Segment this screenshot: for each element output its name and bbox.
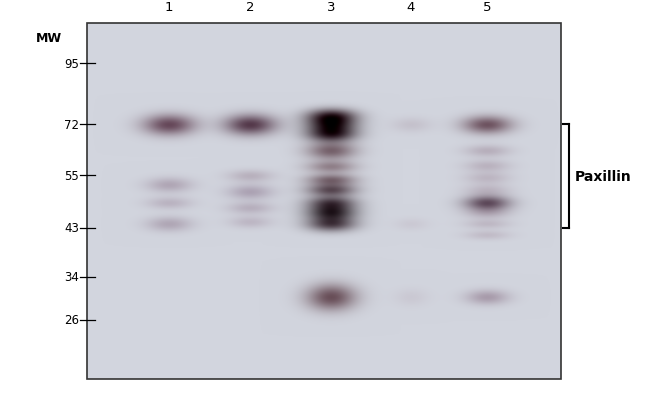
Text: 2: 2 <box>246 1 254 14</box>
Bar <box>87 24 561 379</box>
Text: MW: MW <box>36 32 62 45</box>
Text: 72: 72 <box>64 119 79 131</box>
Text: 43: 43 <box>64 222 79 234</box>
Text: 95: 95 <box>64 58 79 70</box>
Text: 3: 3 <box>327 1 335 14</box>
Text: 26: 26 <box>64 314 79 326</box>
Text: 5: 5 <box>483 1 491 14</box>
Text: 55: 55 <box>64 169 79 182</box>
Text: 1: 1 <box>164 1 174 14</box>
Text: 4: 4 <box>407 1 415 14</box>
Text: 34: 34 <box>64 270 79 283</box>
Text: Paxillin: Paxillin <box>575 169 632 184</box>
